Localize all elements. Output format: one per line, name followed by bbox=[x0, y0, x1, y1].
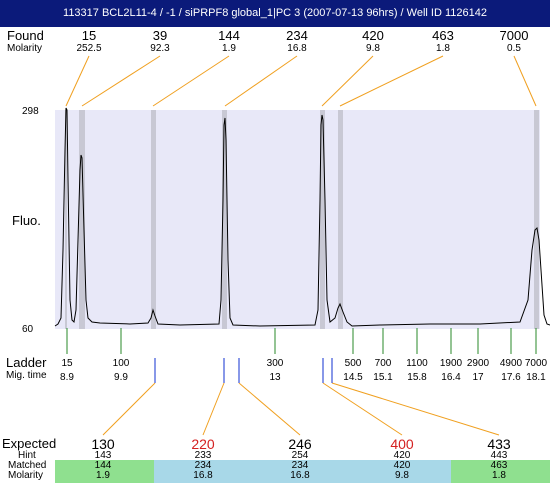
y-min-label: 60 bbox=[22, 324, 34, 335]
found-connector bbox=[65, 55, 90, 107]
peak-band bbox=[534, 110, 539, 329]
found-connector bbox=[152, 55, 230, 107]
ladder-time: 9.9 bbox=[114, 372, 128, 383]
fluorescence-trace bbox=[54, 107, 550, 327]
found-molarity: 92.3 bbox=[150, 43, 170, 54]
expected-size: 130 bbox=[91, 436, 115, 452]
hint-value: 254 bbox=[291, 450, 309, 461]
matched-molarity: 1.8 bbox=[492, 470, 506, 481]
expected-size: 246 bbox=[288, 436, 312, 452]
matched-value: 420 bbox=[393, 460, 411, 471]
ladder-label: Ladder bbox=[6, 355, 47, 370]
peak-band bbox=[320, 110, 325, 329]
expected-connector bbox=[238, 382, 301, 436]
matched-cell-green bbox=[451, 460, 550, 483]
peak-band bbox=[151, 110, 156, 329]
ladder-size: 1900 bbox=[439, 358, 463, 369]
matched-value: 144 bbox=[94, 460, 112, 471]
ladder-time: 15.1 bbox=[373, 372, 393, 383]
expected-size: 400 bbox=[390, 436, 414, 452]
ladder-time: 16.4 bbox=[441, 372, 461, 383]
molarity-label: Molarity bbox=[7, 43, 43, 54]
hint-value: 443 bbox=[490, 450, 508, 461]
matched-cell-blue bbox=[154, 460, 451, 483]
ladder-time: 8.9 bbox=[60, 372, 74, 383]
found-molarity: 16.8 bbox=[287, 43, 307, 54]
expected-connector bbox=[331, 382, 500, 436]
molarity-bottom-label: Molarity bbox=[8, 470, 44, 481]
found-molarity: 1.8 bbox=[436, 43, 450, 54]
hint-value: 420 bbox=[393, 450, 411, 461]
found-molarity: 9.8 bbox=[366, 43, 380, 54]
hint-value: 143 bbox=[94, 450, 112, 461]
matched-molarity: 9.8 bbox=[395, 470, 409, 481]
title-text: 113317 BCL2L11-4 / -1 / siPRPF8 global_1… bbox=[63, 7, 487, 19]
hint-label: Hint bbox=[18, 450, 36, 461]
ladder-size: 300 bbox=[266, 358, 284, 369]
found-label: Found bbox=[7, 28, 44, 43]
expected-size: 220 bbox=[191, 436, 215, 452]
expected-label: Expected bbox=[2, 436, 57, 451]
ladder-size: 1100 bbox=[406, 358, 428, 369]
matched-label: Matched bbox=[8, 460, 47, 471]
ladder-time: 14.5 bbox=[343, 372, 363, 383]
y-max-label: 298 bbox=[22, 106, 39, 117]
found-size: 144 bbox=[218, 28, 240, 43]
mig-time-label: Mig. time bbox=[6, 370, 47, 381]
hint-value: 233 bbox=[194, 450, 212, 461]
found-connector bbox=[339, 55, 444, 107]
title-bar: 113317 BCL2L11-4 / -1 / siPRPF8 global_1… bbox=[0, 0, 550, 27]
ladder-time: 15.8 bbox=[407, 372, 427, 383]
found-size: 234 bbox=[286, 28, 308, 43]
expected-connector bbox=[102, 382, 156, 436]
ladder-size: 15 bbox=[61, 358, 73, 369]
peak-band bbox=[79, 110, 85, 329]
matched-molarity: 16.8 bbox=[290, 470, 310, 481]
fluo-label: Fluo. bbox=[12, 213, 41, 228]
found-molarity: 0.5 bbox=[507, 43, 521, 54]
ladder-time: 17.6 bbox=[501, 372, 521, 383]
ladder-time: 13 bbox=[269, 372, 281, 383]
found-molarity: 1.9 bbox=[222, 43, 236, 54]
peak-band bbox=[338, 110, 343, 329]
ladder-size: 7000 bbox=[524, 358, 548, 369]
plot-area bbox=[55, 110, 540, 329]
expected-connector bbox=[202, 382, 225, 436]
found-size: 39 bbox=[152, 28, 168, 43]
peak-band bbox=[65, 110, 67, 329]
matched-value: 234 bbox=[291, 460, 309, 471]
found-connector bbox=[513, 55, 537, 107]
ladder-time: 18.1 bbox=[526, 372, 546, 383]
found-molarity: 252.5 bbox=[76, 43, 102, 54]
ladder-size: 700 bbox=[374, 358, 392, 369]
found-size: 420 bbox=[362, 28, 384, 43]
matched-value: 234 bbox=[194, 460, 212, 471]
found-size: 463 bbox=[432, 28, 454, 43]
ladder-size: 500 bbox=[344, 358, 362, 369]
matched-molarity: 16.8 bbox=[193, 470, 213, 481]
ladder-size: 100 bbox=[112, 358, 130, 369]
found-size: 7000 bbox=[499, 28, 529, 43]
matched-cell-green bbox=[55, 460, 154, 483]
expected-size: 433 bbox=[487, 436, 511, 452]
matched-value: 463 bbox=[490, 460, 508, 471]
peak-band bbox=[222, 110, 227, 329]
ladder-time: 17 bbox=[472, 372, 484, 383]
found-connector bbox=[81, 55, 161, 107]
expected-connector bbox=[322, 382, 403, 436]
found-connector bbox=[321, 55, 374, 107]
ladder-size: 4900 bbox=[499, 358, 523, 369]
found-size: 15 bbox=[81, 28, 97, 43]
matched-molarity: 1.9 bbox=[96, 470, 110, 481]
found-connector bbox=[224, 55, 298, 107]
ladder-size: 2900 bbox=[466, 358, 490, 369]
